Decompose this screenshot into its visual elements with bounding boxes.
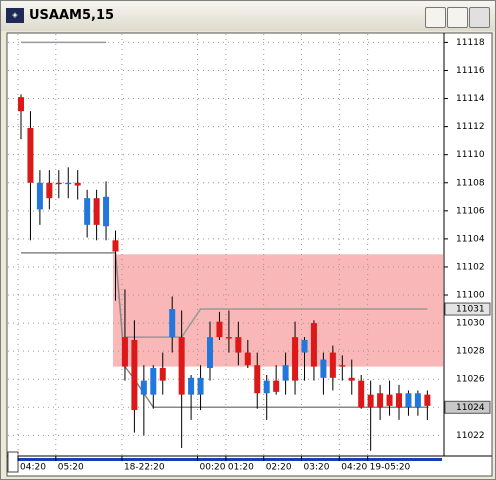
price-marker-box [444, 302, 491, 316]
title-bar: ◈ USAAM5,15 [1, 1, 495, 31]
candle-body [84, 198, 91, 225]
candle-body [273, 380, 280, 392]
y-tick-label: 11114 [456, 94, 485, 104]
y-tick-label: 11118 [456, 38, 485, 48]
candle-body [93, 198, 100, 225]
candle-body [150, 367, 157, 395]
candle-body [65, 182, 72, 185]
y-tick-label: 11028 [456, 347, 485, 357]
candle-body [169, 309, 176, 338]
y-tick-label: 11030 [456, 319, 485, 329]
x-tick-label: 04:20 [20, 463, 46, 473]
candle-body [121, 337, 128, 367]
candle-body [55, 182, 62, 185]
y-tick-label: 11106 [456, 206, 485, 216]
candle-body [405, 393, 412, 408]
candle-body [159, 367, 166, 381]
price-marker: 11031 [456, 305, 485, 315]
price-marker: 11024 [456, 403, 485, 413]
x-tick-label: 19-05:20 [370, 463, 411, 473]
candle-body [358, 380, 365, 408]
candle-body [263, 380, 270, 394]
x-tick-label: 05:20 [58, 463, 84, 473]
x-tick-label: 04:20 [341, 463, 367, 473]
y-tick-label: 11104 [456, 234, 485, 244]
candle-body [46, 182, 53, 199]
candle-body [424, 394, 431, 406]
maximize-button[interactable] [447, 7, 468, 28]
y-tick-label: 11100 [456, 291, 485, 301]
candle-body [386, 394, 393, 406]
candle-body [197, 377, 204, 395]
candle-body [320, 359, 327, 378]
app-icon: ◈ [6, 8, 24, 23]
candle-body [367, 394, 374, 408]
candle-body [188, 377, 195, 395]
candle-body [282, 365, 289, 381]
candle-body [112, 240, 119, 252]
candle-body [254, 365, 261, 394]
candle-body [301, 339, 308, 353]
x-tick-label: 03:20 [304, 463, 330, 473]
candle-body [74, 182, 81, 186]
close-button[interactable] [469, 7, 490, 28]
x-tick-label: 01:20 [228, 463, 254, 473]
y-tick-label: 11108 [456, 178, 485, 188]
minimize-button[interactable] [425, 7, 446, 28]
candle-body [207, 337, 213, 368]
candle-body [414, 393, 421, 408]
y-tick-label: 11102 [456, 262, 485, 272]
zone [113, 254, 443, 367]
candle-body [131, 339, 138, 411]
candle-body [178, 337, 185, 395]
candle-body [310, 323, 317, 367]
candle-body [225, 337, 232, 339]
y-tick-label: 11022 [456, 431, 485, 441]
session-bar [18, 458, 442, 461]
y-tick-label: 11110 [456, 150, 485, 160]
candle-body [292, 337, 299, 381]
candle-body [27, 128, 34, 183]
y-tick-label: 11026 [456, 375, 485, 385]
x-tick-label: 00:20 [200, 463, 226, 473]
candle-body [329, 352, 336, 378]
candle-body [140, 380, 147, 395]
candle-body [348, 377, 355, 381]
window-title: USAAM5,15 [29, 8, 115, 23]
candle-body [377, 393, 384, 408]
candle-body [235, 337, 242, 353]
x-tick-label: 02:20 [266, 463, 292, 473]
candle-body [36, 182, 43, 210]
candle-body [396, 393, 402, 408]
price-marker-box [444, 400, 491, 414]
y-tick-label: 11116 [456, 66, 485, 76]
candle-body [103, 196, 110, 227]
y-tick-label: 11112 [456, 122, 485, 132]
indicator-line [124, 308, 428, 338]
x-tick-label: 18-22:20 [124, 463, 165, 473]
candle-body [18, 97, 24, 112]
scroll-box[interactable] [7, 451, 19, 473]
candle-body [216, 321, 223, 338]
candle-body [244, 352, 251, 366]
candle-body [339, 365, 346, 367]
